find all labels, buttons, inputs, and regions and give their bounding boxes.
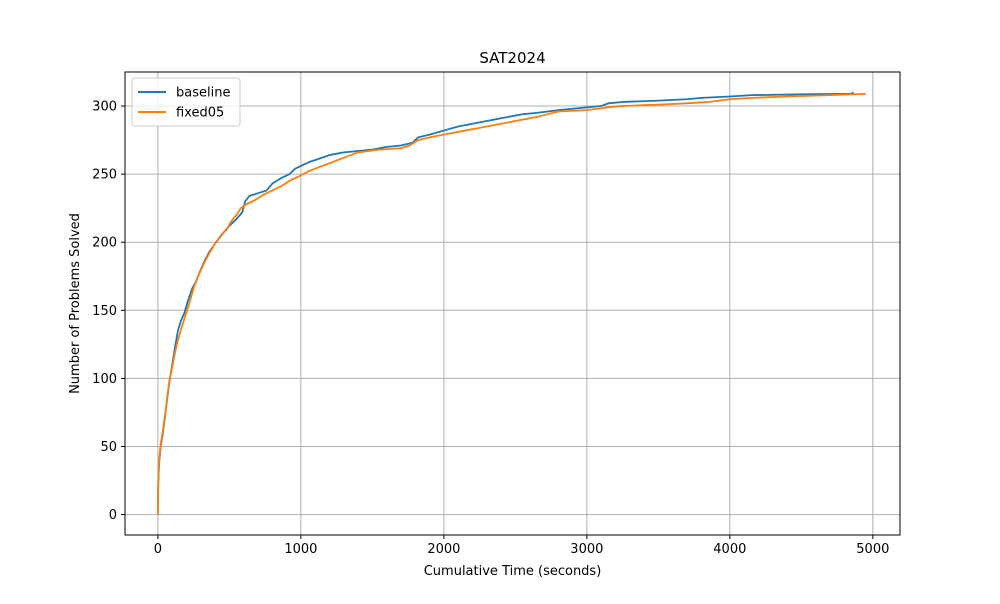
series-line-fixed05: [156, 92, 866, 515]
x-tick-label: 1000: [284, 542, 317, 557]
chart-legend: baseline fixed05: [131, 77, 241, 127]
y-tick-label: 150: [92, 304, 117, 319]
y-axis-label: Number of Problems Solved: [68, 213, 83, 394]
x-tick-label: 2000: [427, 542, 460, 557]
y-tick-label: 50: [100, 440, 117, 455]
x-tick-label: 3000: [570, 542, 603, 557]
data-series: [156, 91, 866, 515]
axis-ticks: 0 1000 2000 3000 4000 5000 0 50 100 150 200 250 300: [92, 100, 889, 557]
legend-label-baseline: baseline: [176, 86, 230, 101]
grid-lines: [125, 72, 900, 535]
y-tick-label: 200: [92, 236, 117, 251]
x-axis-label: Cumulative Time (seconds): [424, 564, 602, 579]
series-line-baseline: [156, 91, 855, 515]
legend-label-fixed05: fixed05: [176, 106, 224, 121]
x-tick-label: 4000: [713, 542, 746, 557]
plot-frame: [124, 71, 901, 536]
x-tick-label: 5000: [856, 542, 889, 557]
y-tick-label: 300: [92, 100, 117, 115]
x-tick-label: 0: [154, 542, 162, 557]
legend-box: [131, 77, 241, 127]
y-tick-label: 100: [92, 372, 117, 387]
chart-title: SAT2024: [479, 49, 545, 67]
y-tick-label: 250: [92, 168, 117, 183]
y-tick-label: 0: [109, 508, 117, 523]
